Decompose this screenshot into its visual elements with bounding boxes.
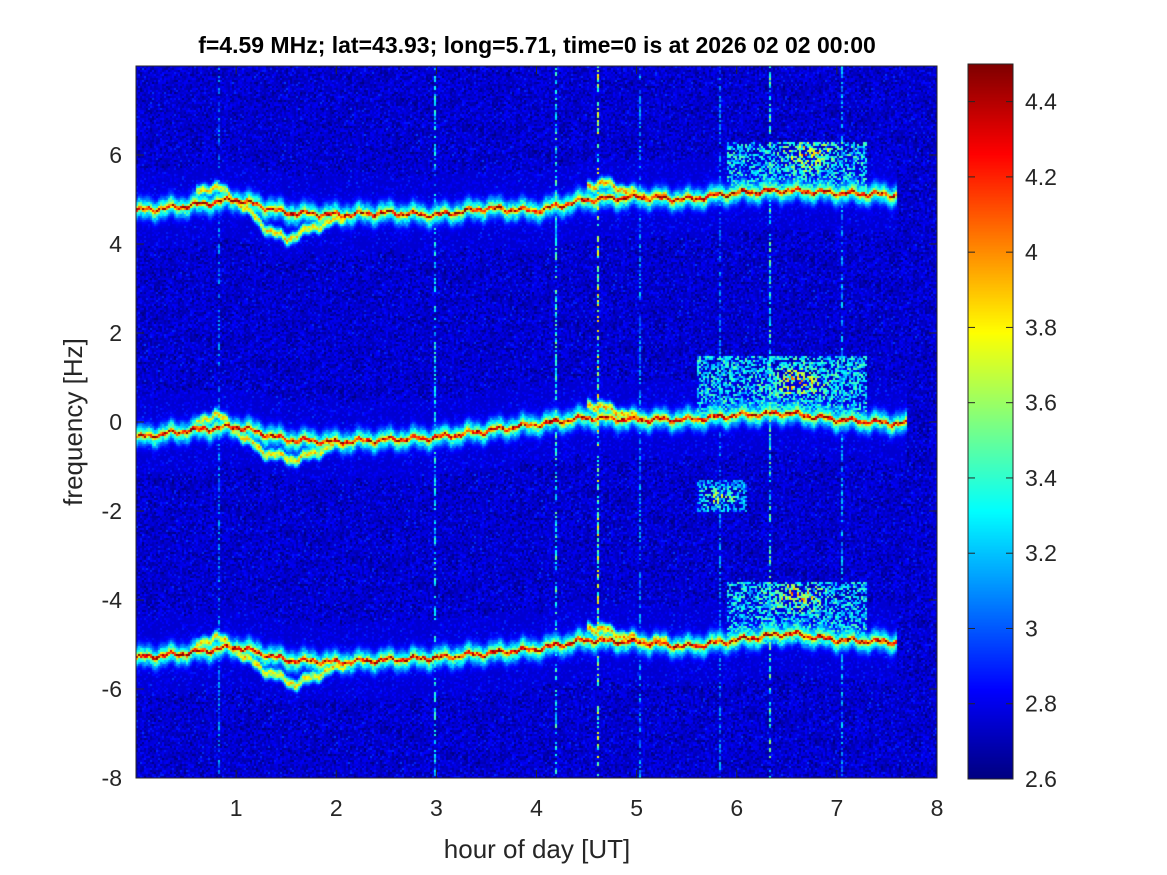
colorbar-tick-label: 2.6 bbox=[1025, 766, 1057, 792]
colorbar-gradient bbox=[968, 64, 1013, 779]
y-tick-label: -8 bbox=[102, 765, 122, 791]
colorbar-tick-label: 3.4 bbox=[1025, 465, 1057, 491]
x-tick-label: 4 bbox=[530, 795, 543, 821]
x-axis-label: hour of day [UT] bbox=[444, 834, 630, 864]
colorbar-tick-label: 3.2 bbox=[1025, 540, 1057, 566]
y-tick-label: -2 bbox=[102, 498, 122, 524]
chart-title: f=4.59 MHz; lat=43.93; long=5.71, time=0… bbox=[198, 32, 876, 58]
colorbar-tick-label: 4.2 bbox=[1025, 164, 1057, 190]
x-tick-label: 7 bbox=[830, 795, 843, 821]
y-tick-label: -6 bbox=[102, 676, 122, 702]
colorbar-frame bbox=[967, 63, 1014, 780]
y-tick-label: 2 bbox=[109, 320, 122, 346]
colorbar-tick-label: 4 bbox=[1025, 239, 1038, 265]
colorbar-tick-label: 3 bbox=[1025, 615, 1038, 641]
colorbar-tick-label: 3.8 bbox=[1025, 314, 1057, 340]
x-tick-label: 2 bbox=[330, 795, 343, 821]
colorbar-ticks: 2.6 2.8 3 3.2 3.4 3.6 3.8 4 4.2 4.4 bbox=[968, 89, 1057, 792]
x-tick-label: 8 bbox=[931, 795, 944, 821]
y-tick-label: 4 bbox=[109, 231, 122, 257]
colorbar-area bbox=[968, 64, 1013, 779]
y-axis-ticks: -8 -6 -4 -2 0 2 4 6 bbox=[102, 142, 937, 791]
y-tick-label: 0 bbox=[109, 409, 122, 435]
x-axis-ticks: 1 2 3 4 5 6 7 8 bbox=[230, 66, 944, 821]
x-tick-label: 5 bbox=[630, 795, 643, 821]
x-tick-label: 6 bbox=[730, 795, 743, 821]
y-tick-label: -4 bbox=[102, 587, 123, 613]
spectrogram-heatmap bbox=[136, 66, 937, 778]
y-tick-label: 6 bbox=[109, 142, 122, 168]
y-axis-label: frequency [Hz] bbox=[58, 338, 88, 506]
plot-area bbox=[136, 66, 937, 778]
x-tick-label: 3 bbox=[430, 795, 443, 821]
x-tick-label: 1 bbox=[230, 795, 243, 821]
colorbar-tick-label: 3.6 bbox=[1025, 390, 1057, 416]
colorbar-tick-label: 4.4 bbox=[1025, 89, 1057, 115]
colorbar-tick-label: 2.8 bbox=[1025, 691, 1057, 717]
